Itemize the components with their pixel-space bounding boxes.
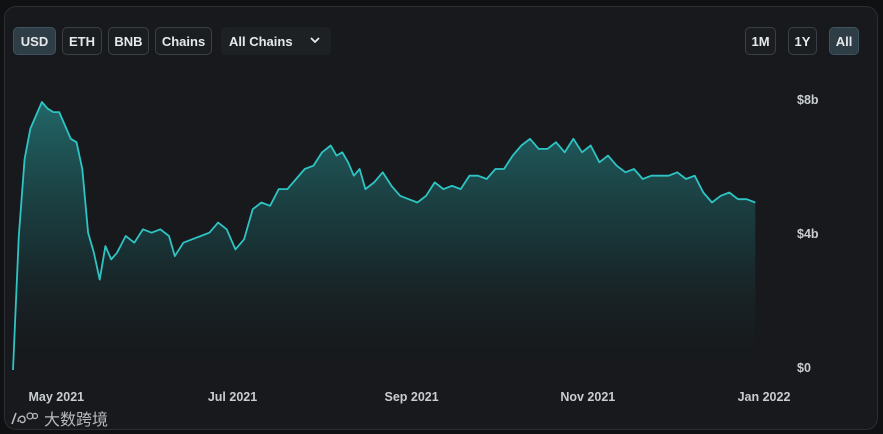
x-tick-label: Sep 2021 [384, 390, 439, 404]
x-tick-label: Jul 2021 [207, 390, 258, 404]
chain-select[interactable]: All Chains [221, 27, 331, 55]
y-tick-label: $4b [797, 227, 819, 241]
range-button-1y[interactable]: 1Y [788, 27, 817, 55]
currency-button-chains[interactable]: Chains [155, 27, 212, 55]
series-area [13, 102, 756, 370]
y-tick-label: $8b [797, 93, 819, 107]
chevron-down-icon [310, 37, 320, 44]
watermark: 大数跨境 [10, 406, 108, 430]
series-line [12, 101, 756, 371]
range-button-1m[interactable]: 1M [745, 27, 776, 55]
currency-button-usd[interactable]: USD [13, 27, 56, 55]
chain-select-value: All Chains [229, 33, 293, 49]
x-tick-label: Nov 2021 [560, 390, 616, 404]
y-tick-label: $0 [797, 361, 811, 375]
watermark-logo-icon [11, 412, 38, 425]
x-tick-label: May 2021 [28, 390, 85, 404]
x-tick-label: Jan 2022 [737, 390, 791, 404]
currency-button-eth[interactable]: ETH [62, 27, 102, 55]
currency-button-bnb[interactable]: BNB [108, 27, 149, 55]
watermark-text: 大数跨境 [44, 412, 109, 429]
range-button-all[interactable]: All [829, 27, 859, 55]
